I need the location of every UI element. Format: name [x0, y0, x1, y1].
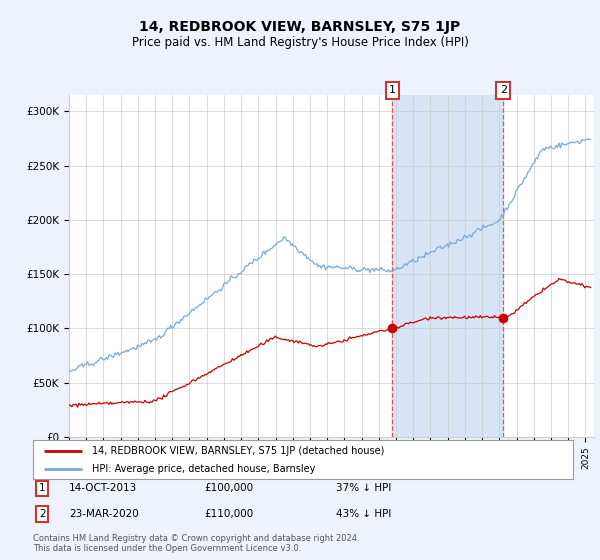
Text: 23-MAR-2020: 23-MAR-2020	[69, 509, 139, 519]
Text: £100,000: £100,000	[204, 483, 253, 493]
Text: Contains HM Land Registry data © Crown copyright and database right 2024.
This d: Contains HM Land Registry data © Crown c…	[33, 534, 359, 553]
Text: 14, REDBROOK VIEW, BARNSLEY, S75 1JP: 14, REDBROOK VIEW, BARNSLEY, S75 1JP	[139, 20, 461, 34]
Text: 14-OCT-2013: 14-OCT-2013	[69, 483, 137, 493]
Text: 14, REDBROOK VIEW, BARNSLEY, S75 1JP (detached house): 14, REDBROOK VIEW, BARNSLEY, S75 1JP (de…	[92, 446, 385, 456]
Text: HPI: Average price, detached house, Barnsley: HPI: Average price, detached house, Barn…	[92, 464, 316, 474]
Text: 37% ↓ HPI: 37% ↓ HPI	[336, 483, 391, 493]
Text: Price paid vs. HM Land Registry's House Price Index (HPI): Price paid vs. HM Land Registry's House …	[131, 36, 469, 49]
Text: 2: 2	[500, 85, 507, 95]
Text: 1: 1	[389, 85, 396, 95]
Text: £110,000: £110,000	[204, 509, 253, 519]
Text: 1: 1	[39, 483, 46, 493]
Text: 2: 2	[39, 509, 46, 519]
Text: 43% ↓ HPI: 43% ↓ HPI	[336, 509, 391, 519]
Bar	[392, 95, 503, 437]
